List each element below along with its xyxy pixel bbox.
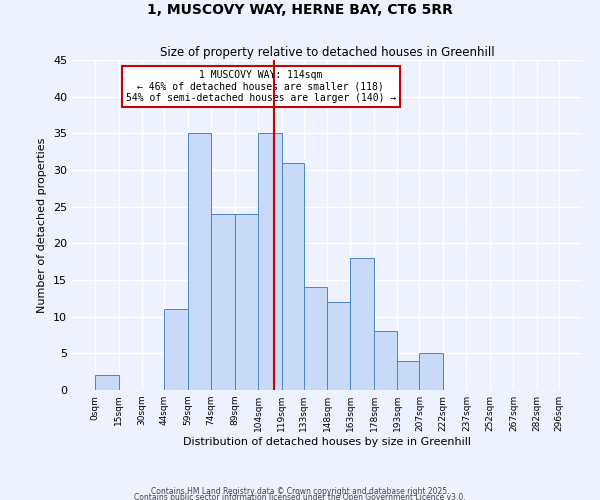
Bar — [188, 134, 211, 390]
Y-axis label: Number of detached properties: Number of detached properties — [37, 138, 47, 312]
X-axis label: Distribution of detached houses by size in Greenhill: Distribution of detached houses by size … — [183, 437, 471, 447]
Text: 1, MUSCOVY WAY, HERNE BAY, CT6 5RR: 1, MUSCOVY WAY, HERNE BAY, CT6 5RR — [147, 2, 453, 16]
Title: Size of property relative to detached houses in Greenhill: Size of property relative to detached ho… — [160, 46, 494, 59]
Bar — [211, 214, 235, 390]
Bar — [281, 162, 304, 390]
Bar — [350, 258, 374, 390]
Text: 1 MUSCOVY WAY: 114sqm
← 46% of detached houses are smaller (118)
54% of semi-det: 1 MUSCOVY WAY: 114sqm ← 46% of detached … — [125, 70, 396, 103]
Bar — [235, 214, 258, 390]
Bar — [258, 134, 281, 390]
Bar — [95, 376, 119, 390]
Bar — [374, 332, 397, 390]
Bar — [419, 354, 443, 390]
Text: Contains public sector information licensed under the Open Government Licence v3: Contains public sector information licen… — [134, 492, 466, 500]
Bar — [304, 288, 327, 390]
Bar — [327, 302, 350, 390]
Text: Contains HM Land Registry data © Crown copyright and database right 2025.: Contains HM Land Registry data © Crown c… — [151, 486, 449, 496]
Bar — [397, 360, 419, 390]
Bar — [164, 310, 188, 390]
